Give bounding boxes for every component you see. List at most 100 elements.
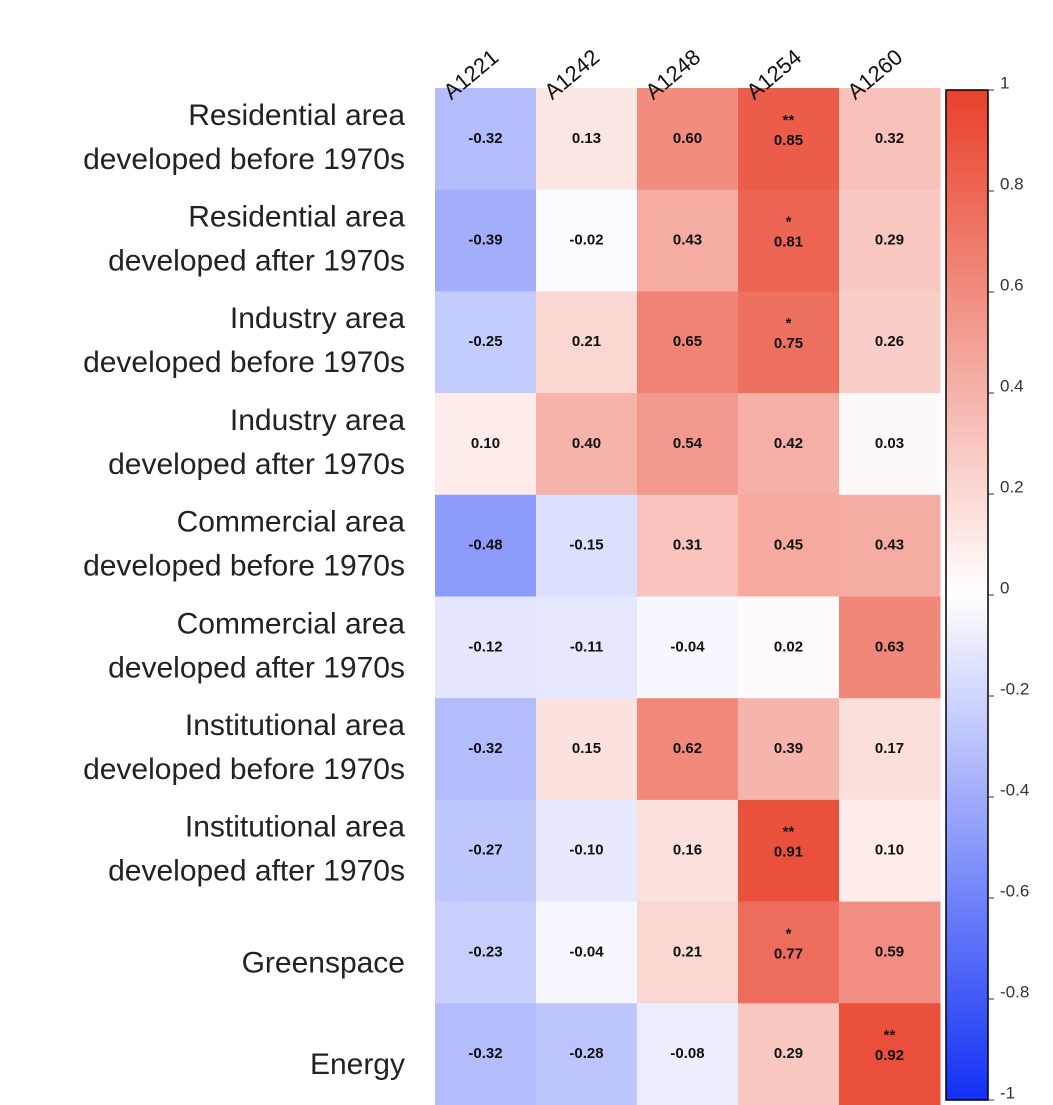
colorbar-tick-label: -0.6 bbox=[1000, 881, 1029, 900]
cell-value: 0.39 bbox=[774, 740, 803, 757]
heatmap-cell bbox=[839, 596, 941, 699]
colorbar-tick-label: -1 bbox=[1000, 1083, 1015, 1102]
cell-value: -0.27 bbox=[468, 842, 502, 859]
cell-value: -0.04 bbox=[569, 943, 604, 960]
cell-value: 0.02 bbox=[774, 638, 803, 655]
significance-mark: * bbox=[786, 214, 792, 231]
heatmap-cell bbox=[839, 189, 941, 292]
cell-value: -0.23 bbox=[468, 943, 502, 960]
heatmap-cell bbox=[839, 494, 941, 597]
cell-value: 0.92 bbox=[875, 1047, 904, 1064]
row-label: Residential area bbox=[188, 200, 405, 233]
heatmap-cell bbox=[839, 1003, 941, 1105]
heatmap-cell bbox=[738, 799, 840, 903]
significance-mark: ** bbox=[783, 824, 795, 841]
row-label: Commercial area bbox=[177, 506, 406, 539]
heatmap-cell bbox=[435, 189, 537, 292]
heatmap-cell bbox=[738, 596, 840, 699]
cell-value: 0.75 bbox=[774, 335, 803, 352]
heatmap-cell bbox=[738, 698, 840, 801]
heatmap-cell bbox=[839, 799, 941, 903]
heatmap-cell bbox=[738, 291, 840, 394]
heatmap-cell bbox=[637, 189, 739, 292]
cell-value: -0.08 bbox=[670, 1045, 704, 1062]
heatmap-cell bbox=[738, 88, 840, 191]
colorbar bbox=[945, 89, 989, 1101]
cell-value: -0.11 bbox=[570, 638, 603, 655]
cell-value: -0.04 bbox=[670, 638, 705, 655]
heatmap-cell bbox=[536, 88, 638, 191]
heatmap-cell bbox=[435, 393, 537, 496]
cell-value: 0.59 bbox=[875, 943, 904, 960]
cell-value: 0.63 bbox=[875, 638, 904, 655]
cell-value: 0.91 bbox=[774, 844, 803, 861]
cell-value: 0.17 bbox=[875, 740, 904, 757]
cell-value: 0.60 bbox=[673, 130, 702, 147]
cell-value: 0.54 bbox=[673, 435, 703, 452]
heatmap-cell bbox=[738, 393, 840, 496]
row-label: Institutional area bbox=[185, 811, 405, 844]
colorbar-tick-label: -0.4 bbox=[1000, 780, 1029, 799]
cell-value: 0.03 bbox=[875, 435, 904, 452]
cell-value: 0.16 bbox=[673, 842, 702, 859]
colorbar-tick-label: 0 bbox=[1000, 578, 1009, 597]
cell-value: -0.10 bbox=[569, 842, 603, 859]
row-label: developed before 1970s bbox=[83, 753, 405, 786]
cell-value: 0.10 bbox=[471, 435, 500, 452]
row-label: developed after 1970s bbox=[108, 855, 405, 888]
cell-value: 0.81 bbox=[774, 234, 803, 251]
cell-value: -0.32 bbox=[468, 130, 502, 147]
heatmap-cell bbox=[637, 494, 739, 597]
heatmap-cell bbox=[839, 291, 941, 394]
row-label: Commercial area bbox=[177, 607, 406, 640]
heatmap-cell bbox=[536, 698, 638, 801]
heatmap-cell bbox=[839, 698, 941, 801]
heatmap-cell bbox=[435, 901, 537, 1004]
heatmap-cell bbox=[435, 1003, 537, 1105]
cell-value: 0.85 bbox=[774, 132, 803, 149]
heatmap-cell bbox=[637, 901, 739, 1004]
cell-value: 0.29 bbox=[875, 232, 904, 249]
cell-value: 0.42 bbox=[774, 435, 803, 452]
heatmap-cell bbox=[738, 1003, 840, 1105]
heatmap-cell bbox=[536, 901, 638, 1004]
heatmap-cell bbox=[637, 1003, 739, 1105]
colorbar-tick-label: 1 bbox=[1000, 73, 1009, 92]
heatmap-cell bbox=[536, 189, 638, 292]
cell-value: 0.40 bbox=[572, 435, 601, 452]
colorbar-tick-label: 0.2 bbox=[1000, 477, 1024, 496]
cell-value: -0.25 bbox=[468, 333, 502, 350]
heatmap-cell bbox=[536, 1003, 638, 1105]
heatmap-cell bbox=[435, 494, 537, 597]
heatmap-cell bbox=[435, 88, 537, 191]
cell-value: 0.65 bbox=[673, 333, 702, 350]
significance-mark: ** bbox=[884, 1027, 896, 1044]
row-label: Industry area bbox=[230, 302, 405, 335]
significance-mark: * bbox=[786, 925, 792, 942]
heatmap-cell bbox=[839, 901, 941, 1004]
heatmap-cell bbox=[637, 698, 739, 801]
heatmap-cell bbox=[536, 494, 638, 597]
cell-value: 0.10 bbox=[875, 842, 904, 859]
heatmap-cell bbox=[435, 291, 537, 394]
cell-value: 0.43 bbox=[673, 232, 702, 249]
heatmap-cell bbox=[839, 88, 941, 191]
row-label: developed before 1970s bbox=[83, 143, 405, 176]
cell-value: 0.21 bbox=[572, 333, 601, 350]
heatmap-cell bbox=[637, 88, 739, 191]
significance-mark: * bbox=[786, 315, 792, 332]
cell-value: -0.32 bbox=[468, 1045, 502, 1062]
heatmap-cell bbox=[738, 901, 840, 1004]
row-label: Greenspace bbox=[242, 946, 405, 979]
cell-value: 0.21 bbox=[673, 943, 702, 960]
row-label: Residential area bbox=[188, 99, 405, 132]
colorbar-tick-label: -0.2 bbox=[1000, 679, 1029, 698]
colorbar-tick-label: -0.8 bbox=[1000, 982, 1029, 1001]
row-label: Institutional area bbox=[185, 709, 405, 742]
row-label: developed after 1970s bbox=[108, 244, 405, 277]
heatmap-cell bbox=[536, 799, 638, 903]
cell-value: 0.15 bbox=[572, 740, 601, 757]
heatmap-cell bbox=[738, 494, 840, 597]
